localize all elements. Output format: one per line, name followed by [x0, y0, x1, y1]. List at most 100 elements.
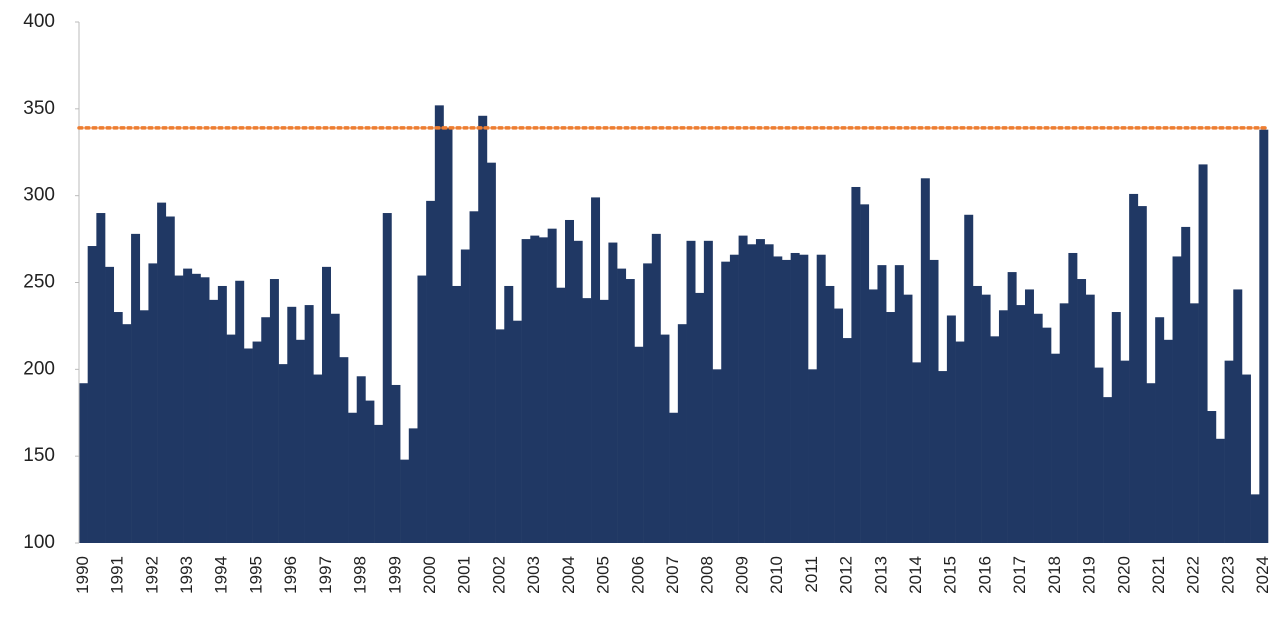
- x-tick-label: 2019: [1080, 556, 1099, 594]
- bar: [755, 239, 765, 544]
- bar: [1007, 272, 1017, 543]
- bar: [556, 287, 566, 543]
- bar: [738, 235, 748, 544]
- bar: [886, 312, 896, 543]
- x-tick-label: 2015: [941, 556, 960, 594]
- y-tick-label: 150: [23, 445, 55, 466]
- x-tick-label: 1996: [281, 556, 300, 594]
- bar: [1207, 411, 1217, 543]
- bar: [903, 294, 913, 543]
- bar: [391, 384, 401, 543]
- x-tick-label: 2016: [975, 556, 994, 594]
- bar: [157, 202, 167, 543]
- bar: [512, 320, 522, 543]
- x-tick-label: 1999: [385, 556, 404, 594]
- bar: [799, 254, 809, 544]
- bar: [929, 259, 939, 543]
- bar: [773, 256, 783, 543]
- bar: [521, 239, 531, 544]
- bar: [1233, 289, 1243, 543]
- bar: [582, 298, 592, 543]
- bar: [1189, 303, 1199, 543]
- bar: [139, 310, 149, 543]
- bar: [851, 186, 861, 543]
- bar: [469, 211, 479, 543]
- bar: [721, 261, 731, 543]
- x-tick-label: 2024: [1253, 556, 1272, 594]
- bar: [1103, 397, 1113, 543]
- bar: [530, 235, 540, 544]
- bar: [226, 334, 236, 543]
- bar: [660, 334, 670, 543]
- x-tick-label: 2009: [732, 556, 751, 594]
- bar: [1198, 164, 1208, 543]
- bar: [669, 412, 679, 543]
- bar: [938, 371, 948, 543]
- bar: [955, 341, 965, 543]
- bar: [252, 341, 262, 543]
- bar: [860, 204, 870, 543]
- bar: [703, 240, 713, 543]
- bar: [113, 312, 123, 543]
- bar: [677, 324, 687, 543]
- bar: [946, 315, 956, 543]
- y-tick-label: 400: [23, 11, 55, 32]
- x-tick-label: 2004: [559, 556, 578, 594]
- bar: [964, 214, 974, 543]
- bar: [1120, 360, 1130, 543]
- y-tick-label: 350: [23, 98, 55, 119]
- bar: [981, 294, 991, 543]
- y-tick-label: 300: [23, 185, 55, 206]
- x-tick-label: 2007: [663, 556, 682, 594]
- x-tick-label: 1993: [177, 556, 196, 594]
- bar: [269, 279, 279, 543]
- bar: [565, 219, 574, 544]
- x-tick-label: 1995: [246, 556, 265, 594]
- bar: [1051, 353, 1061, 543]
- bar: [573, 240, 583, 543]
- bar: [426, 200, 436, 544]
- bar: [322, 266, 331, 543]
- bar: [295, 339, 305, 543]
- x-tick-label: 1997: [316, 556, 335, 594]
- bar: [808, 369, 818, 543]
- bar: [1111, 312, 1121, 543]
- bar: [877, 265, 887, 543]
- bar: [998, 310, 1008, 543]
- bar: [1077, 279, 1087, 543]
- bar: [434, 105, 444, 544]
- x-tick-label: 2017: [1010, 556, 1029, 594]
- x-tick-label: 1994: [212, 556, 231, 594]
- bar: [1146, 383, 1156, 543]
- bar: [165, 216, 175, 544]
- x-tick-label: 2011: [802, 556, 821, 593]
- bar: [122, 324, 132, 543]
- bar: [131, 233, 141, 543]
- bar: [634, 346, 644, 543]
- x-tick-label: 1998: [351, 556, 370, 594]
- bar: [617, 268, 627, 543]
- bar: [460, 249, 470, 543]
- x-tick-label: 2002: [489, 556, 508, 594]
- bar: [1181, 226, 1191, 543]
- bar: [1241, 374, 1251, 543]
- bar: [695, 292, 705, 543]
- bar: [443, 127, 453, 543]
- x-tick-label: 2020: [1114, 556, 1133, 594]
- bar: [712, 369, 722, 543]
- bar: [1016, 305, 1026, 543]
- y-tick-label: 250: [23, 272, 55, 293]
- bar: [1250, 494, 1260, 543]
- bar: [183, 268, 193, 543]
- x-tick-label: 2021: [1149, 556, 1168, 594]
- bar: [348, 412, 358, 543]
- bar: [1137, 206, 1147, 543]
- bar: [96, 213, 106, 544]
- bar: [191, 273, 201, 543]
- bar: [894, 265, 904, 543]
- bar: [1042, 327, 1052, 543]
- x-tick-label: 2022: [1184, 556, 1203, 594]
- bar: [1172, 256, 1182, 543]
- x-tick-label: 2005: [594, 556, 613, 594]
